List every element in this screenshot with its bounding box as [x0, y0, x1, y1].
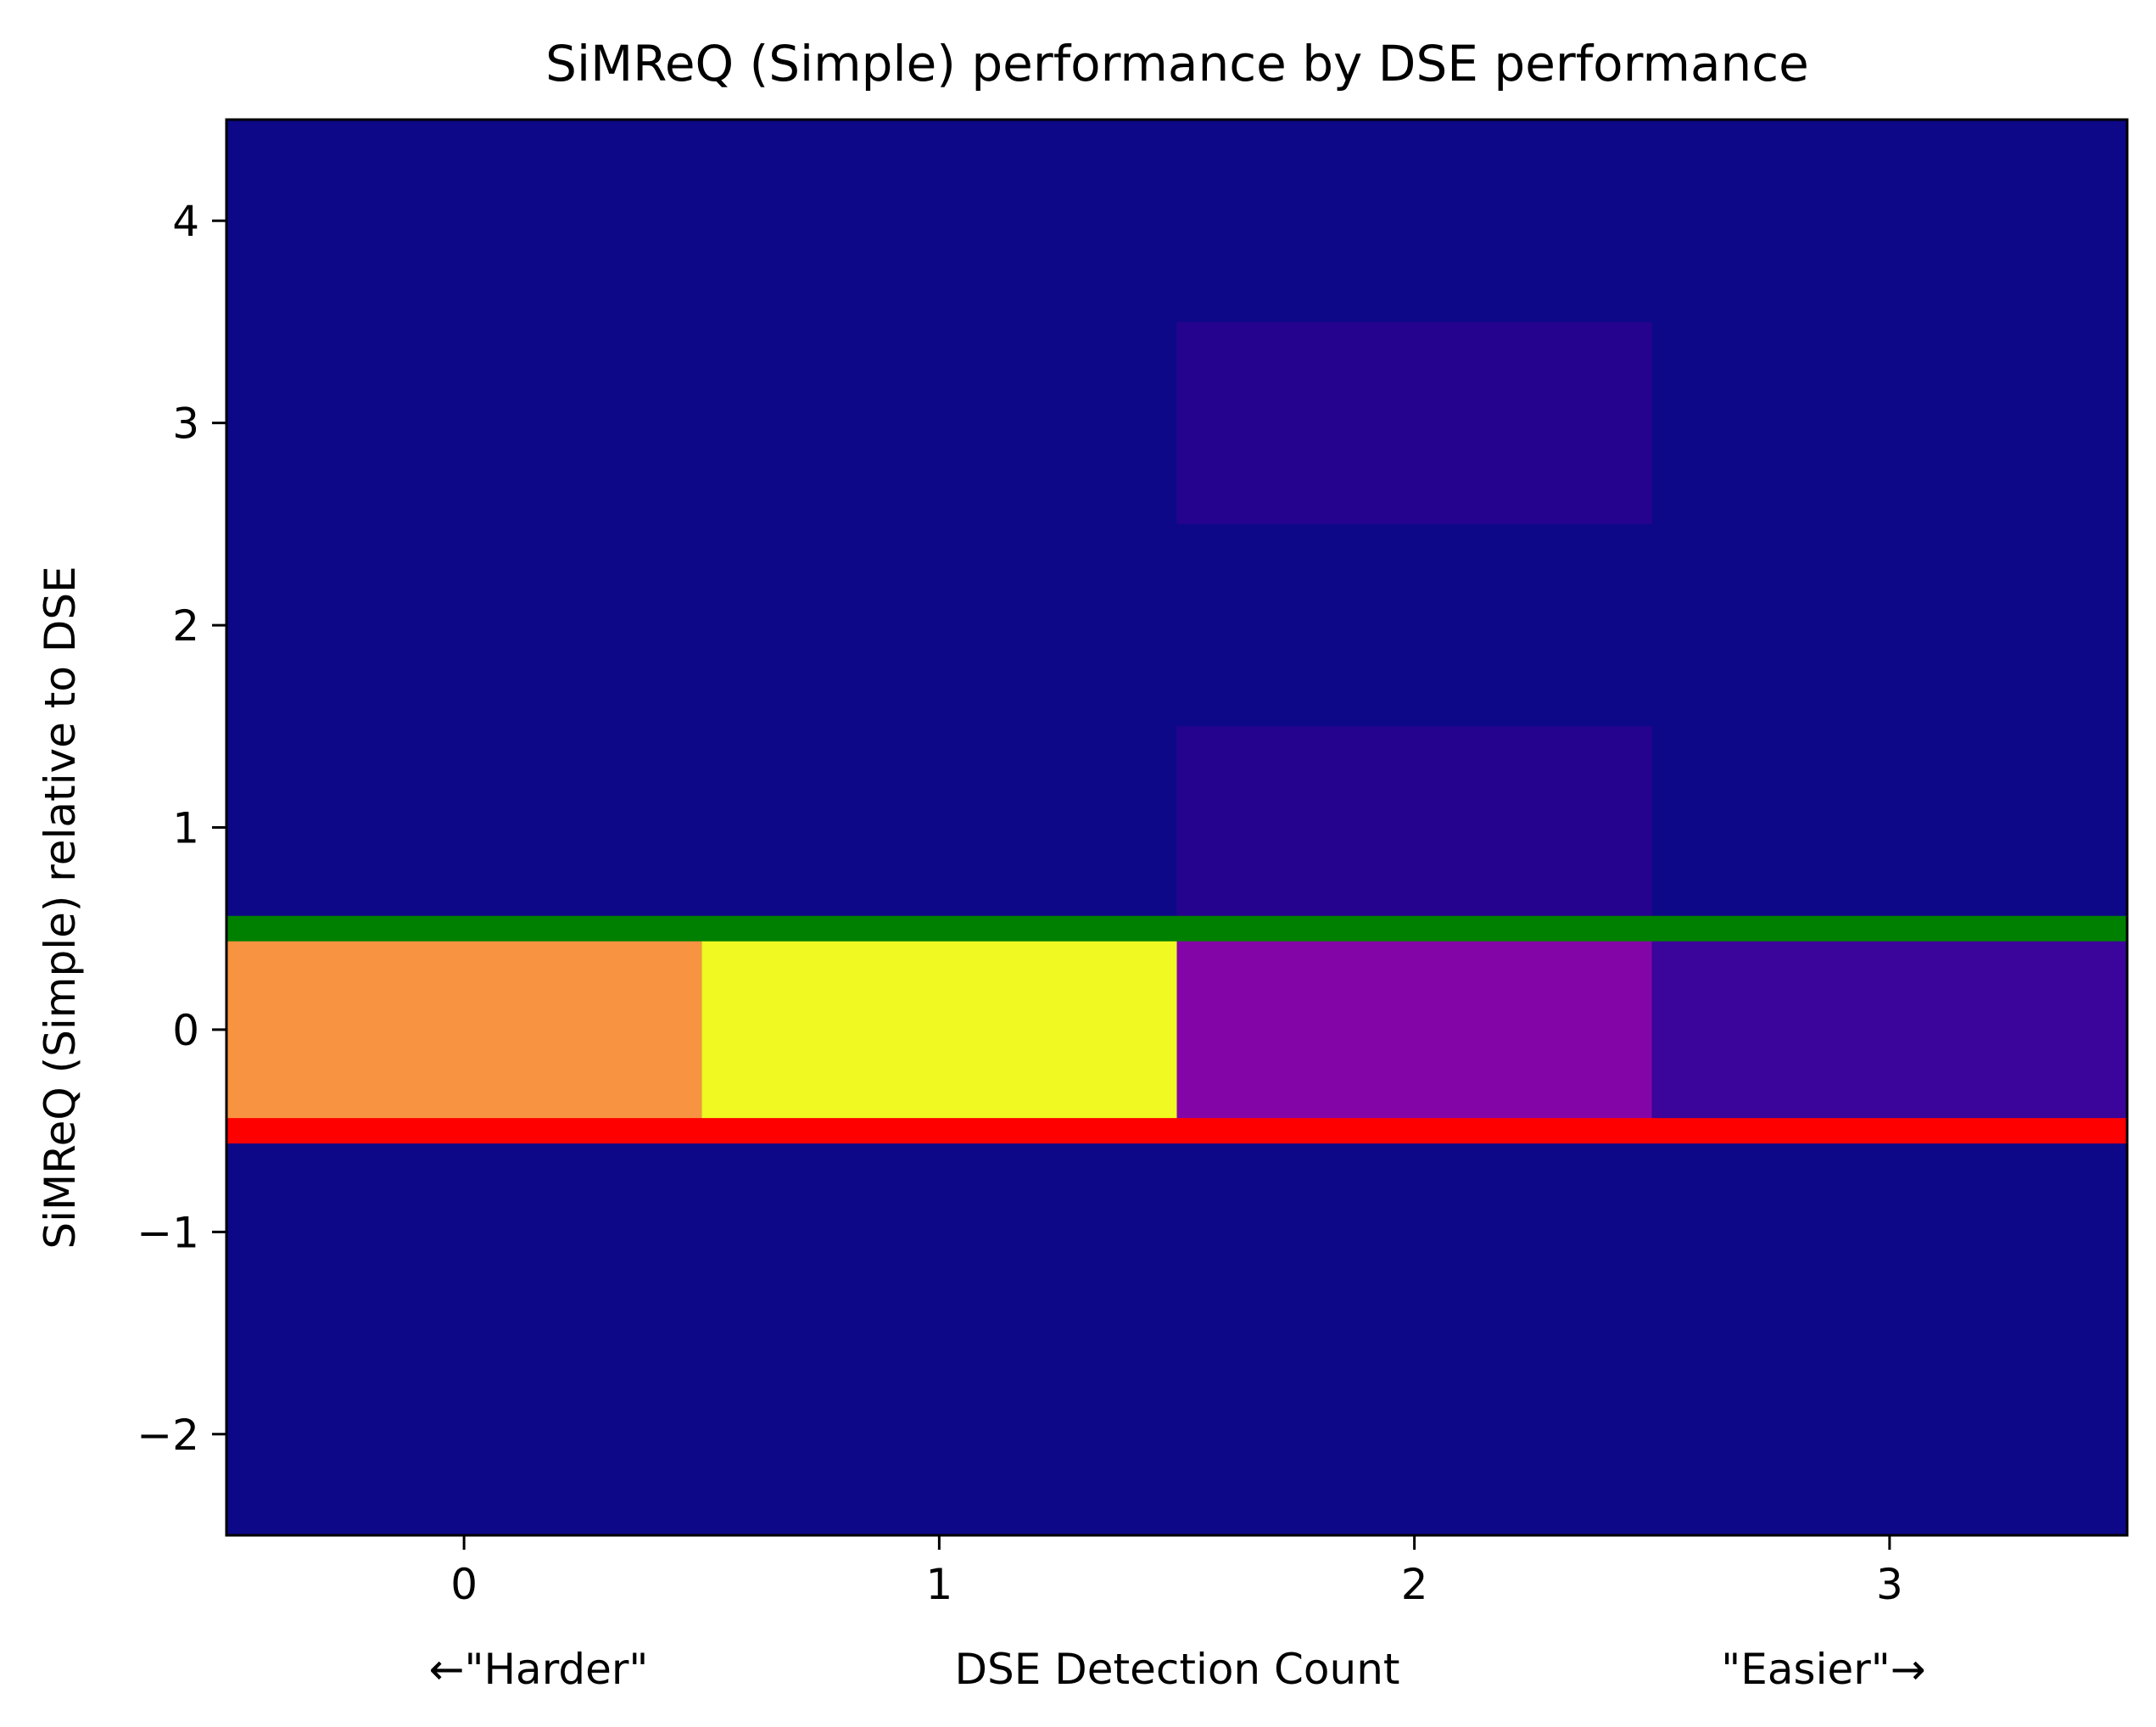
- heatmap-cell: [1176, 321, 1652, 524]
- heatmap-cell: [1176, 726, 1652, 929]
- y-axis-label: SiMReQ (Simple) relative to DSE: [36, 566, 85, 1249]
- y-tick-label: 2: [172, 601, 199, 651]
- heatmap-cell: [701, 928, 1177, 1132]
- heatmap-cell: [226, 928, 702, 1132]
- x-tick-label: 0: [450, 1560, 478, 1609]
- x-axis-label-right: "Easier"→: [1721, 1645, 1925, 1694]
- y-tick-label: 4: [172, 197, 199, 246]
- heatmap-cells: [226, 120, 2127, 1535]
- y-tick-label: 3: [172, 400, 199, 449]
- axis-ticks: 0 1 2 3 −2 −1 0 1 2 3 4: [137, 197, 1903, 1609]
- x-tick-label: 1: [925, 1560, 952, 1609]
- y-tick-label: −2: [137, 1411, 199, 1460]
- y-tick-label: 0: [172, 1006, 199, 1055]
- reference-lines: [226, 915, 2127, 1144]
- x-axis-label: DSE Detection Count: [955, 1645, 1400, 1694]
- chart-title: SiMReQ (Simple) performance by DSE perfo…: [545, 35, 1809, 92]
- x-tick-label: 2: [1401, 1560, 1428, 1609]
- y-tick-label: 1: [172, 804, 199, 853]
- y-tick-label: −1: [137, 1208, 199, 1257]
- plot-frame: [225, 118, 2129, 1537]
- x-axis-label-left: ←"Harder": [429, 1645, 649, 1694]
- heatmap-cell: [1176, 928, 1652, 1132]
- heatmap-cell: [1651, 928, 2127, 1132]
- x-tick-label: 3: [1876, 1560, 1903, 1609]
